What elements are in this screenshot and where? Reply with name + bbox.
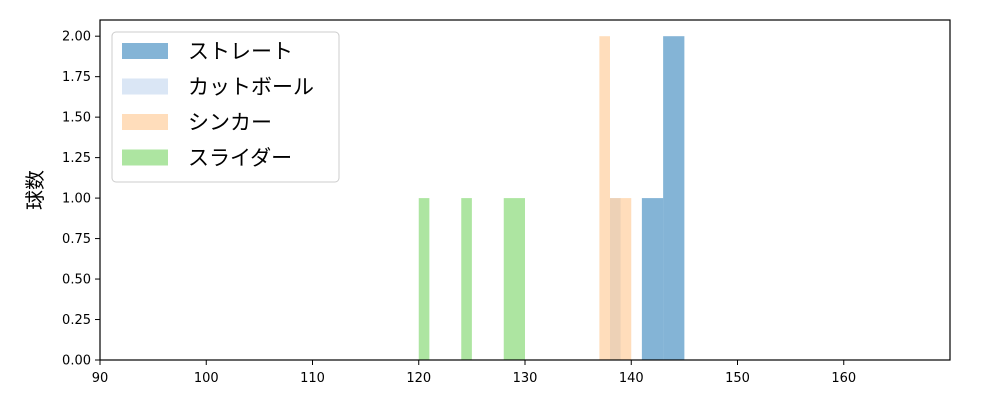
y-tick-label: 1.25 [62,151,91,166]
legend-swatch [122,114,168,130]
y-tick-label: 0.50 [62,273,91,288]
bar-3-2 [503,198,525,360]
y-tick-label: 0.25 [62,313,91,328]
y-tick-label: 0.75 [62,232,91,247]
y-axis-label: 球数 [23,170,47,210]
legend-swatch [122,149,168,166]
y-axis: 0.00 0.25 0.50 0.75 1.00 1.25 1.50 1.75 2.00 [62,30,100,369]
bars-layer [418,36,685,360]
x-tick-label: 120 [406,371,431,386]
bar-0-1 [663,36,685,360]
y-tick-label: 1.75 [62,70,91,85]
x-tick-label: 130 [513,371,538,386]
y-tick-label: 1.00 [62,192,91,207]
x-tick-label: 160 [831,371,856,386]
x-tick-label: 140 [619,371,644,386]
y-tick-label: 1.50 [62,111,91,126]
y-tick-label: 2.00 [62,30,91,45]
x-axis: 90 100 110 120 130 140 150 160 [92,360,856,386]
legend-box [111,31,340,183]
legend-swatch [122,43,168,59]
y-tick-label: 0.00 [62,354,91,369]
legend-label: カットボール [188,75,314,99]
x-tick-label: 100 [194,371,219,386]
bar-0-0 [641,198,664,360]
bar-2-1 [610,198,632,360]
x-tick-label: 110 [300,371,325,386]
legend-label: シンカー [188,111,272,135]
legend-swatch [122,78,168,95]
bar-3-0 [418,198,430,360]
x-tick-label: 90 [92,371,109,386]
bar-2-0 [599,36,610,360]
x-tick-label: 150 [725,371,750,386]
bar-3-1 [461,198,472,360]
legend-label: ストレート [188,40,293,64]
legend-label: スライダー [188,146,292,170]
